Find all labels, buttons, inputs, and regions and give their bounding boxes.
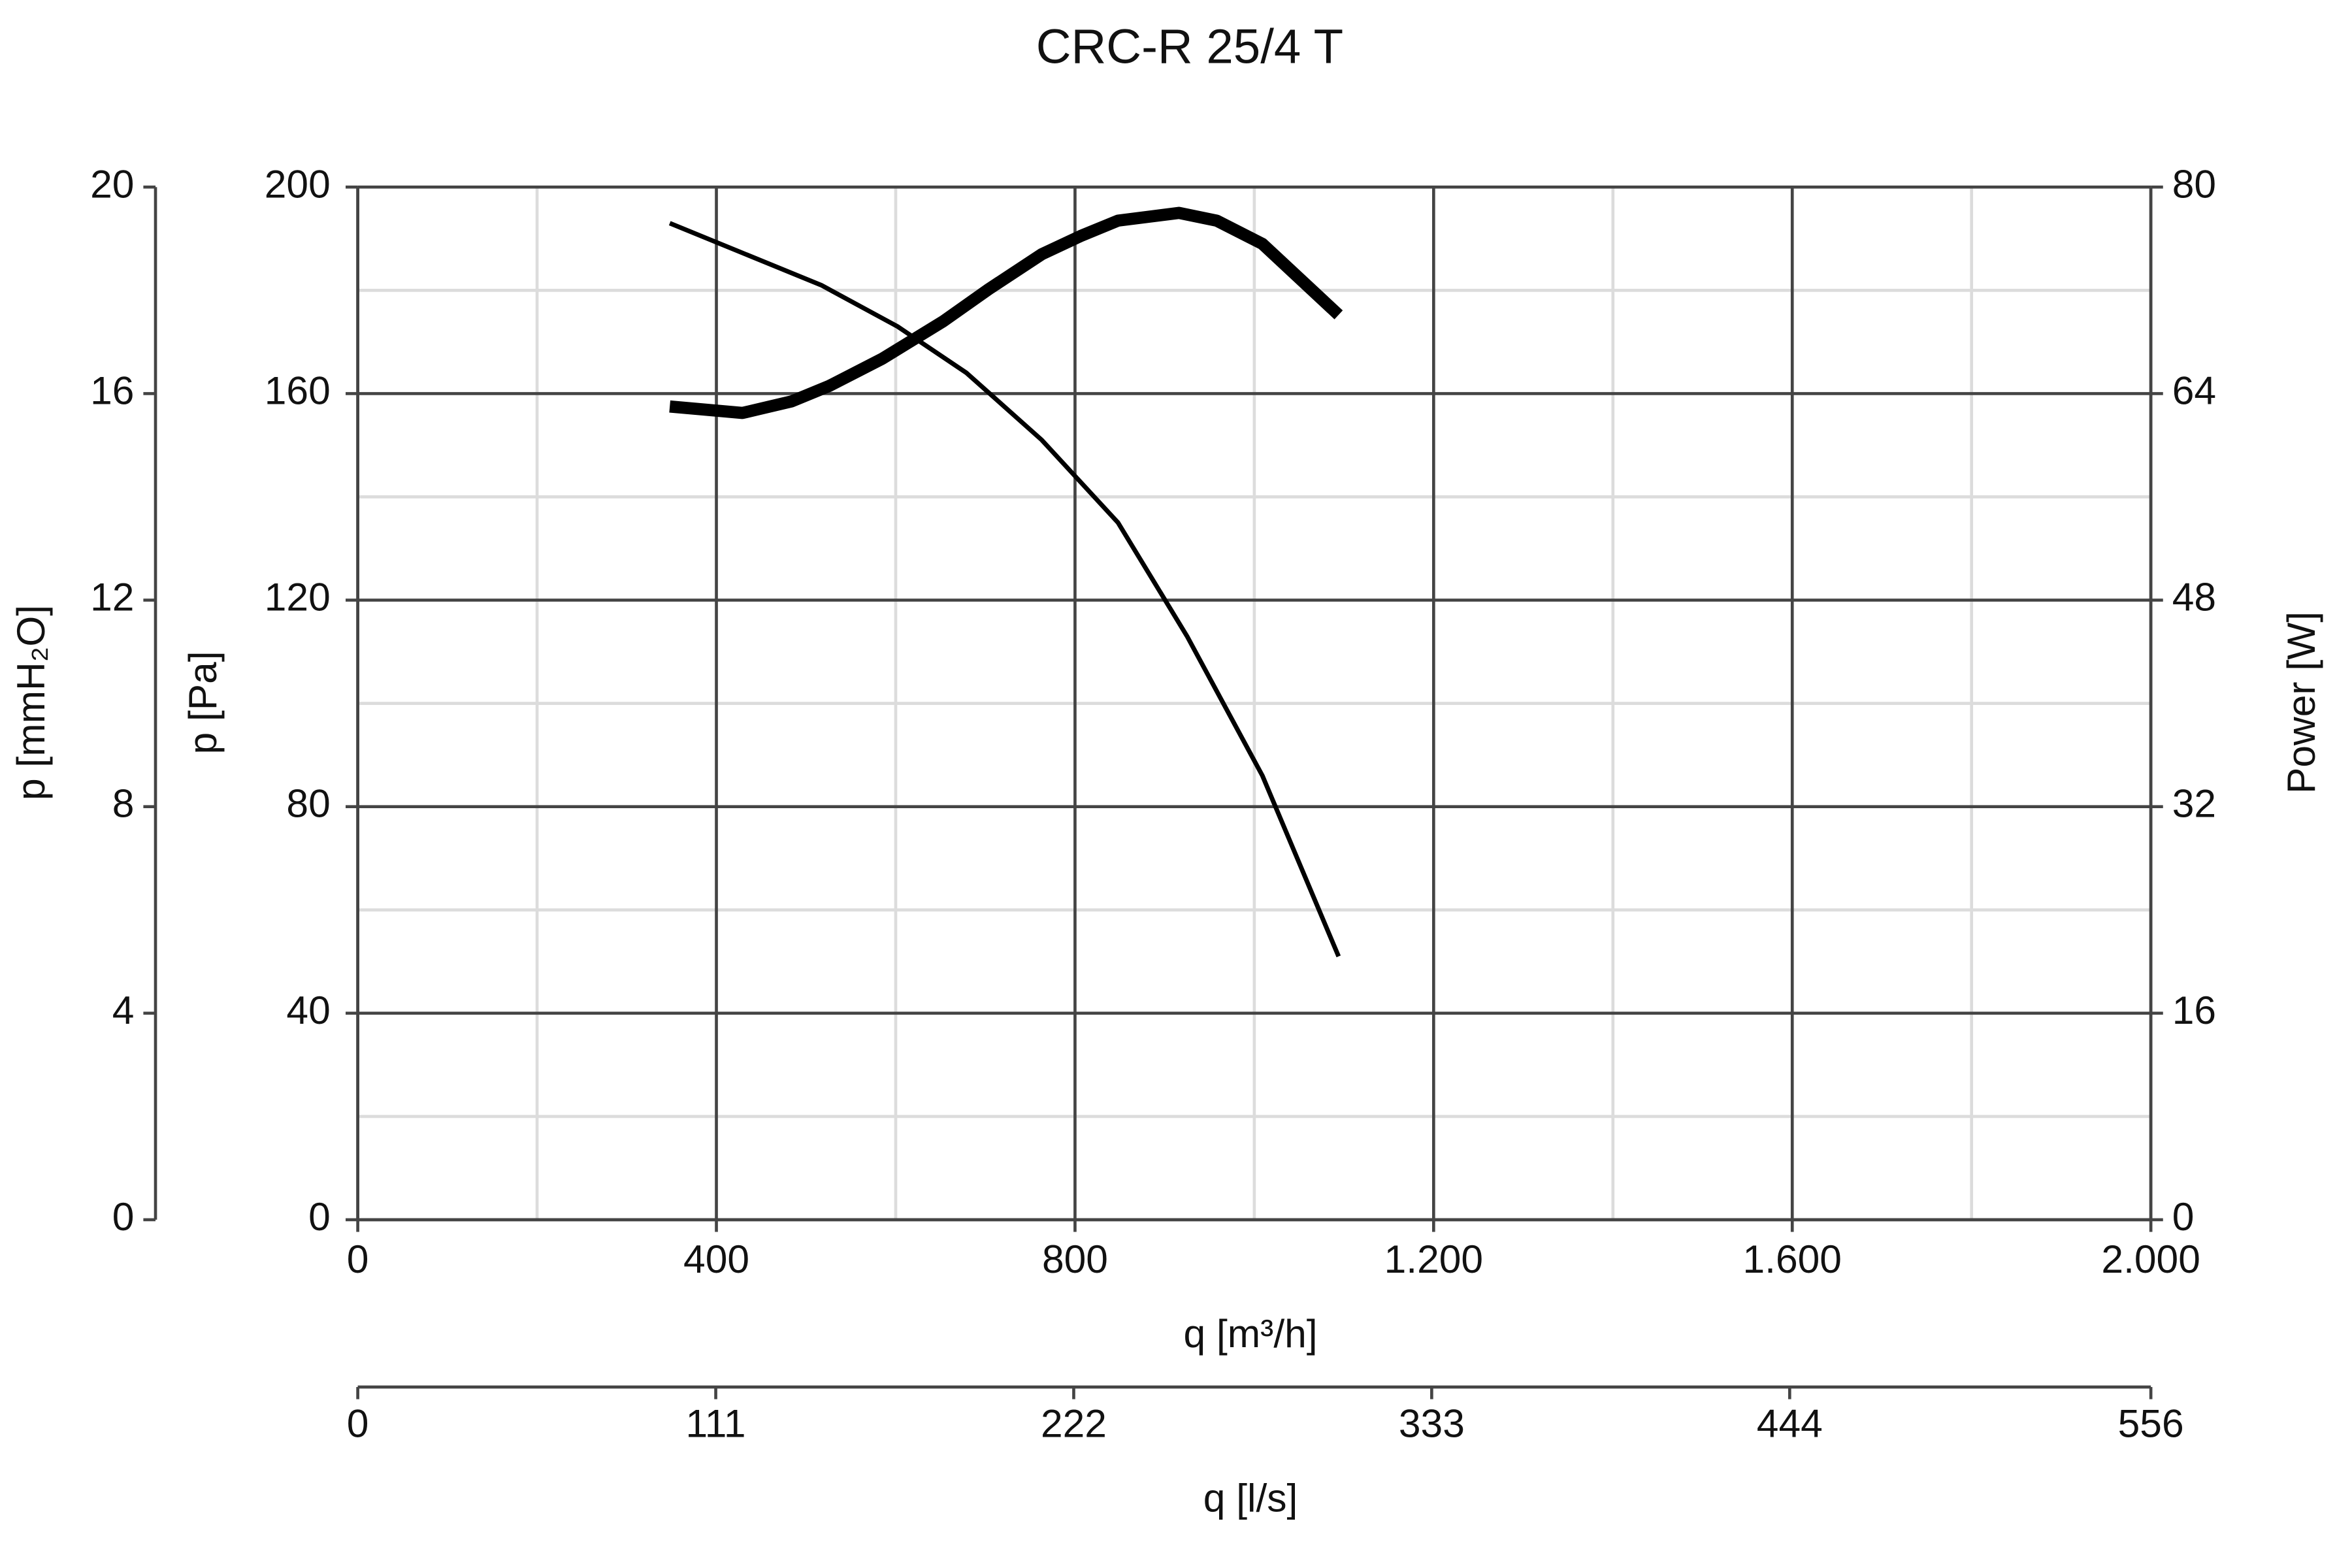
x2-tick-label: 444 bbox=[1757, 1401, 1823, 1445]
y3-tick-label: 8 bbox=[112, 781, 135, 826]
x2-tick-label: 111 bbox=[686, 1401, 746, 1445]
y2-tick-label: 16 bbox=[2172, 988, 2216, 1032]
y2-tick-label: 48 bbox=[2172, 575, 2216, 619]
y-tick-label: 200 bbox=[265, 161, 331, 206]
curve bbox=[668, 221, 1341, 958]
y3-tick-label: 16 bbox=[90, 368, 134, 412]
x2-axis-label: q [l/s] bbox=[1203, 1476, 1298, 1520]
y2-tick-label: 64 bbox=[2172, 368, 2216, 412]
x-axis-label: q [m³/h] bbox=[1183, 1311, 1317, 1356]
x-tick-label: 800 bbox=[1042, 1237, 1108, 1281]
y2-tick-label: 0 bbox=[2172, 1194, 2195, 1239]
x-tick-label: 0 bbox=[347, 1237, 369, 1281]
y2-axis-label: Power [W] bbox=[2279, 612, 2323, 794]
curve bbox=[669, 206, 1343, 419]
y-tick-label: 120 bbox=[265, 575, 331, 619]
y3-tick-label: 0 bbox=[112, 1194, 135, 1239]
x-tick-label: 400 bbox=[683, 1237, 749, 1281]
x2-tick-label: 333 bbox=[1399, 1401, 1465, 1445]
y-tick-label: 40 bbox=[286, 988, 330, 1032]
chart-title: CRC-R 25/4 T bbox=[1036, 19, 1343, 73]
y2-tick-label: 80 bbox=[2172, 161, 2216, 206]
y-tick-label: 160 bbox=[265, 368, 331, 412]
x-tick-label: 1.200 bbox=[1384, 1237, 1483, 1281]
x-tick-label: 1.600 bbox=[1743, 1237, 1842, 1281]
x2-tick-label: 0 bbox=[347, 1401, 369, 1445]
x2-tick-label: 222 bbox=[1041, 1401, 1107, 1445]
y3-tick-label: 4 bbox=[112, 988, 135, 1032]
y3-tick-label: 20 bbox=[90, 161, 134, 206]
y-axis-label: p [Pa] bbox=[180, 651, 225, 754]
x-tick-label: 2.000 bbox=[2101, 1237, 2200, 1281]
y2-tick-label: 32 bbox=[2172, 781, 2216, 826]
y3-tick-label: 12 bbox=[90, 575, 134, 619]
y-tick-label: 80 bbox=[286, 781, 330, 826]
y3-axis-label: p [mmH₂O] bbox=[8, 605, 53, 800]
y-tick-label: 0 bbox=[308, 1194, 331, 1239]
x2-tick-label: 556 bbox=[2118, 1401, 2184, 1445]
